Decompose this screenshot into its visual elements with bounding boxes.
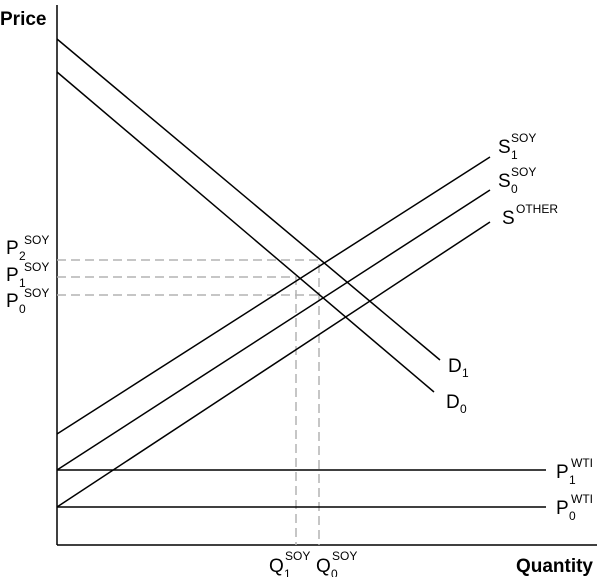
svg-text:P: P xyxy=(556,462,569,483)
label-p1-wti: P 1 WTI xyxy=(556,456,593,487)
svg-text:0: 0 xyxy=(460,402,467,416)
svg-text:S: S xyxy=(498,137,511,158)
svg-text:OTHER: OTHER xyxy=(516,202,558,216)
svg-text:1: 1 xyxy=(19,276,26,290)
svg-text:Q: Q xyxy=(316,556,331,577)
guide-p1-q1 xyxy=(57,276,297,545)
label-s0-soy: S 0 SOY xyxy=(498,165,536,196)
svg-text:0: 0 xyxy=(569,509,576,523)
svg-text:SOY: SOY xyxy=(24,286,49,300)
label-p2-soy: P 2 SOY xyxy=(6,233,49,263)
svg-text:SOY: SOY xyxy=(24,233,49,247)
svg-text:0: 0 xyxy=(511,182,518,196)
demand-curve-d1 xyxy=(56,38,441,361)
y-axis-title: Price xyxy=(0,9,46,30)
svg-text:0: 0 xyxy=(331,567,338,577)
label-p0-soy: P 0 SOY xyxy=(6,286,49,316)
svg-text:2: 2 xyxy=(19,249,26,263)
label-d0: D 0 xyxy=(446,392,467,416)
svg-text:SOY: SOY xyxy=(285,549,310,563)
demand-curve-d0 xyxy=(56,71,435,393)
guide-p2-q0 xyxy=(57,259,320,545)
svg-text:WTI: WTI xyxy=(571,456,593,470)
label-p1-soy: P 1 SOY xyxy=(6,260,49,290)
label-q1-soy: Q 1 SOY xyxy=(269,549,310,577)
svg-text:SOY: SOY xyxy=(332,549,357,563)
supply-curve-s1-soy xyxy=(56,156,491,435)
svg-text:S: S xyxy=(502,208,515,229)
svg-text:SOY: SOY xyxy=(511,165,536,179)
svg-text:S: S xyxy=(498,171,511,192)
svg-text:0: 0 xyxy=(19,302,26,316)
svg-text:1: 1 xyxy=(284,567,291,577)
svg-text:Q: Q xyxy=(269,556,284,577)
svg-text:P: P xyxy=(556,498,569,519)
supply-curve-s-other xyxy=(56,221,491,508)
label-d1: D 1 xyxy=(448,356,469,380)
supply-curve-s0-soy xyxy=(56,189,491,471)
svg-text:1: 1 xyxy=(462,366,469,380)
svg-text:1: 1 xyxy=(511,148,518,162)
svg-text:D: D xyxy=(446,392,460,413)
svg-text:D: D xyxy=(448,356,462,377)
svg-text:P: P xyxy=(6,238,19,259)
svg-text:SOY: SOY xyxy=(511,131,536,145)
svg-text:WTI: WTI xyxy=(571,492,593,506)
label-q0-soy: Q 0 SOY xyxy=(316,549,357,577)
label-s-other: S OTHER xyxy=(502,202,558,229)
svg-text:P: P xyxy=(6,265,19,286)
svg-text:P: P xyxy=(6,291,19,312)
x-axis-title: Quantity xyxy=(516,556,593,577)
label-s1-soy: S 1 SOY xyxy=(498,131,536,162)
svg-text:SOY: SOY xyxy=(24,260,49,274)
label-p0-wti: P 0 WTI xyxy=(556,492,593,523)
svg-text:1: 1 xyxy=(569,473,576,487)
